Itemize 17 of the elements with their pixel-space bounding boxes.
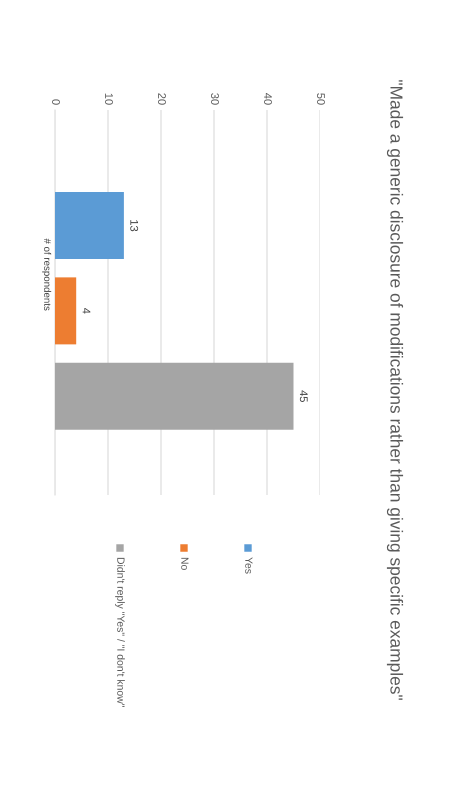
legend-label: Didn't reply "Yes" / "I don't know" bbox=[115, 558, 125, 707]
legend-label: No bbox=[181, 558, 188, 570]
x-tick-label: 30 bbox=[211, 93, 219, 105]
data-label: 13 bbox=[130, 220, 138, 232]
bar bbox=[55, 192, 124, 259]
x-tick-label: 10 bbox=[105, 94, 113, 105]
data-label: 45 bbox=[300, 390, 308, 402]
x-tick-label: 50 bbox=[317, 93, 325, 105]
bar bbox=[55, 362, 294, 430]
bar bbox=[55, 277, 76, 344]
legend-label: Yes bbox=[245, 557, 252, 574]
x-tick-label: 20 bbox=[158, 93, 166, 105]
y-tick-label: # of respondents bbox=[42, 238, 52, 311]
text: "Made a generic disclosure of modifications rather than giving specific examples" bbox=[386, 80, 404, 700]
data-label: 4 bbox=[82, 308, 90, 314]
x-tick-label: 40 bbox=[264, 93, 272, 105]
x-tick-label: 0 bbox=[52, 99, 60, 105]
